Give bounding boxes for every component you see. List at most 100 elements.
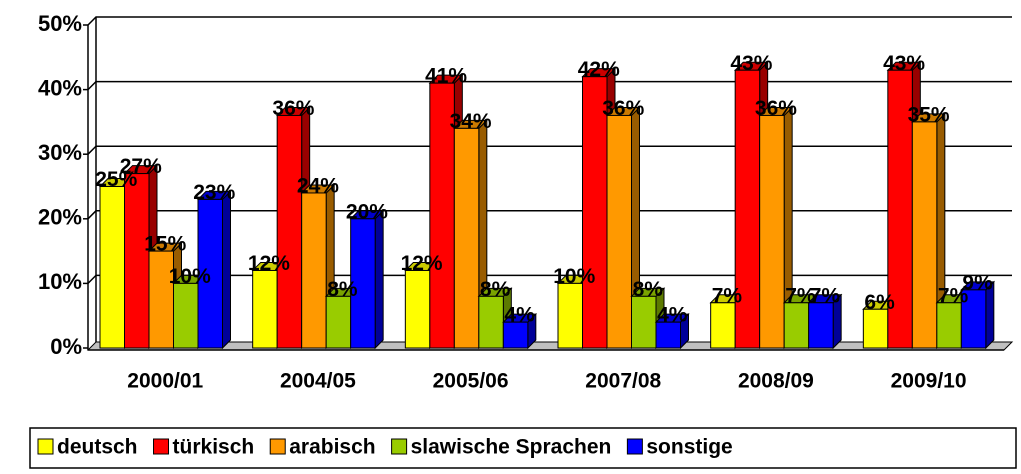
bar-front — [862, 308, 889, 349]
bar-front — [734, 69, 761, 349]
value-label: 43% — [730, 52, 772, 75]
bar-front — [631, 295, 657, 349]
bar — [605, 106, 641, 350]
bar — [147, 241, 183, 350]
legend-label: arabisch — [289, 436, 375, 459]
bar-front — [783, 302, 810, 349]
bar-side — [222, 190, 231, 350]
grid-line — [87, 210, 1012, 220]
bar-front — [887, 69, 913, 349]
legend-swatch — [626, 438, 643, 455]
value-label: 7% — [785, 284, 816, 307]
value-label: 24% — [297, 175, 339, 198]
x-tick-label: 2008/09 — [738, 370, 814, 393]
legend-label: slawische Sprachen — [411, 436, 612, 459]
bar-front — [173, 282, 199, 349]
value-label: 36% — [602, 97, 644, 120]
bar — [349, 209, 385, 350]
value-label: 42% — [578, 58, 620, 81]
bar-front — [148, 250, 174, 349]
bar-front — [710, 302, 736, 349]
bar — [453, 119, 489, 350]
value-label: 23% — [193, 181, 235, 204]
bar-front — [759, 114, 785, 349]
value-label: 10% — [553, 265, 595, 288]
bar-front — [325, 295, 352, 349]
legend-swatch — [153, 438, 170, 455]
grid-line — [87, 145, 1012, 155]
bar-front — [606, 114, 632, 349]
bar-front — [582, 76, 608, 349]
value-label: 25% — [95, 168, 137, 191]
bar — [960, 280, 996, 350]
value-label: 12% — [401, 252, 443, 275]
legend-swatch — [37, 438, 54, 455]
value-label: 36% — [755, 97, 797, 120]
grid-line — [87, 16, 1012, 26]
value-label: 9% — [962, 271, 993, 294]
bar-front — [301, 192, 327, 349]
bar-front — [936, 302, 962, 349]
legend-label: deutsch — [57, 436, 138, 459]
bar-front — [911, 121, 938, 349]
value-label: 8% — [327, 278, 358, 301]
legend-label: sonstige — [646, 436, 732, 459]
bar-front — [404, 269, 431, 349]
y-tick-label: 30% — [38, 140, 82, 165]
grid-line — [87, 274, 1012, 284]
bar — [196, 190, 232, 350]
value-label: 4% — [504, 304, 535, 327]
bar-front — [960, 289, 987, 349]
x-tick-label: 2000/01 — [127, 370, 203, 393]
value-label: 41% — [425, 65, 467, 88]
value-label: 34% — [450, 110, 492, 133]
value-label: 36% — [272, 97, 314, 120]
value-label: 8% — [633, 278, 664, 301]
value-label: 12% — [248, 252, 290, 275]
y-tick-label: 0% — [50, 334, 82, 359]
bar-front — [557, 282, 583, 349]
value-label: 7% — [938, 284, 969, 307]
bar — [935, 293, 971, 350]
value-label: 7% — [810, 284, 841, 307]
bar — [911, 112, 947, 350]
value-label: 4% — [657, 304, 688, 327]
y-tick-label: 20% — [38, 205, 82, 230]
bar-front — [429, 82, 455, 349]
legend-label: türkisch — [173, 436, 255, 459]
legend-box — [29, 427, 1017, 469]
y-tick-label: 40% — [38, 75, 82, 100]
value-label: 15% — [144, 233, 186, 256]
bar-front — [124, 173, 150, 349]
bar-front — [808, 302, 834, 349]
value-label: 8% — [480, 278, 511, 301]
value-label: 6% — [864, 291, 895, 314]
bar-side — [374, 209, 384, 350]
bar — [758, 106, 794, 350]
grid-line — [87, 80, 1012, 91]
bar-front — [197, 198, 223, 349]
bar — [502, 312, 538, 350]
bar-front — [502, 321, 529, 349]
bar-front — [350, 218, 376, 349]
bar — [807, 293, 843, 350]
value-label: 20% — [346, 200, 388, 223]
bar-front — [655, 321, 681, 349]
bar-front — [453, 127, 480, 349]
value-label: 10% — [169, 265, 211, 288]
value-label: 35% — [908, 103, 950, 126]
bar-front — [478, 295, 504, 349]
legend-swatch — [391, 438, 408, 455]
x-tick-label: 2007/08 — [585, 370, 661, 393]
value-label: 43% — [883, 52, 925, 75]
legend-swatch — [269, 438, 286, 455]
value-label: 27% — [120, 155, 162, 178]
bar-front — [99, 186, 125, 349]
value-label: 7% — [712, 284, 743, 307]
y-tick-label: 10% — [38, 269, 82, 294]
y-tick-label: 50% — [38, 11, 82, 36]
bar — [654, 312, 690, 350]
x-tick-label: 2004/05 — [280, 370, 356, 393]
x-tick-label: 2009/10 — [891, 370, 967, 393]
